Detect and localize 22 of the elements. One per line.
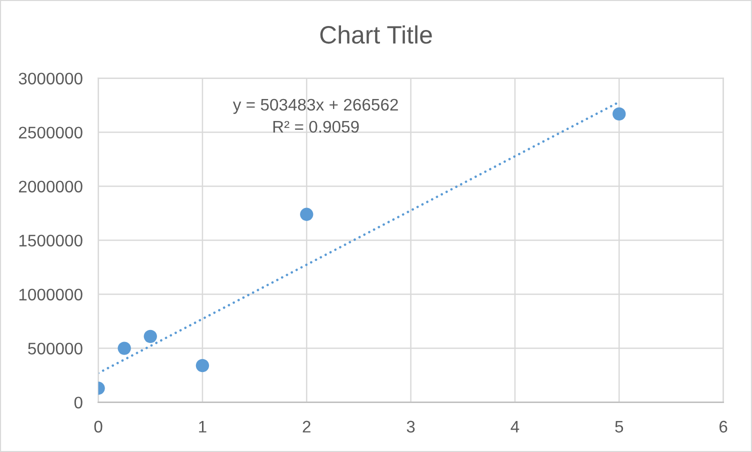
point: [300, 208, 314, 221]
x-tick-label: 5: [615, 420, 624, 433]
point: [196, 358, 210, 372]
x-tick-label: 1: [199, 420, 206, 432]
point: [612, 107, 626, 121]
y-tick-label: 2000000: [18, 180, 82, 193]
chart-title: Chart Title: [320, 25, 432, 44]
y-tick-label: 1000000: [19, 288, 82, 301]
x-tick-label: 3: [406, 420, 415, 433]
x-tick-label: 0: [94, 420, 102, 433]
x-tick-label: 4: [510, 420, 520, 432]
annotation: R² = 0.9059: [273, 120, 359, 133]
y-tick-label: 0: [74, 396, 82, 409]
y-tick-label: 500000: [28, 342, 82, 355]
x-tick-label: 2: [302, 420, 310, 432]
point: [118, 342, 131, 355]
point: [144, 330, 157, 344]
y-tick-label: 3000000: [18, 72, 82, 85]
y-tick-label: 2500000: [18, 126, 82, 139]
y-tick-label: 1500000: [19, 234, 82, 247]
annotation: y = 503483x + 266562: [232, 98, 398, 114]
x-tick-label: 6: [720, 420, 728, 433]
